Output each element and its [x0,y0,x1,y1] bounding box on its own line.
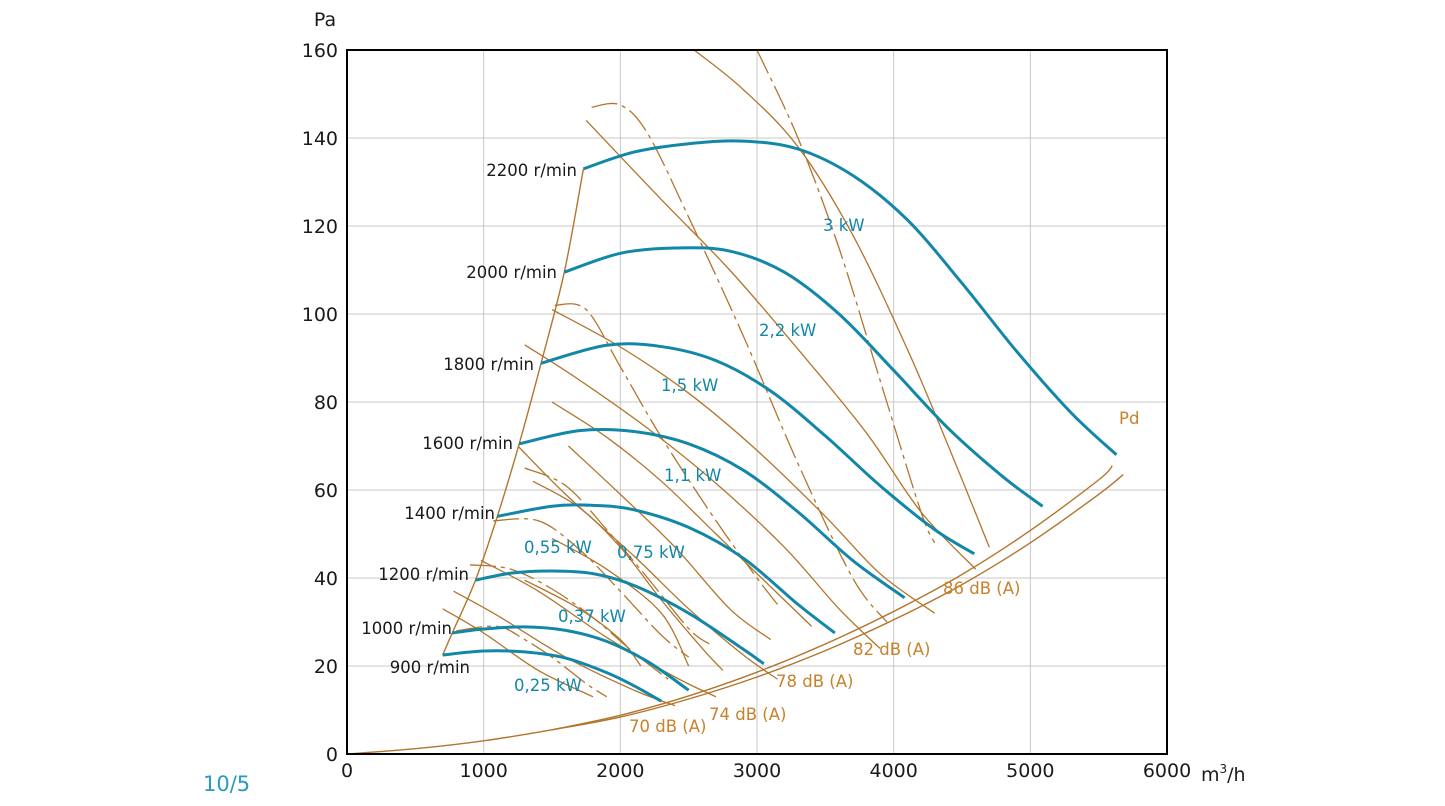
power-line [524,344,881,649]
efficiency-dash-line [456,625,608,698]
speed-label: 1400 r/min [404,504,495,523]
sound-label: 82 dB (A) [853,640,930,659]
y-tick-label: 100 [302,304,338,326]
pd-label: Pd [1119,409,1139,428]
sound-line [567,445,772,641]
y-tick-label: 160 [302,40,338,62]
x-tick-label: 6000 [1143,760,1191,782]
efficiency-dash-line [493,518,690,658]
efficiency-dash-line [756,49,936,544]
x-tick-label: 3000 [733,760,781,782]
power-label: 3 kW [823,216,865,235]
x-tick-label: 5000 [1006,760,1054,782]
efficiency-dash-line [524,467,710,645]
power-line [693,49,990,548]
sound-label: 86 dB (A) [943,579,1020,598]
power-line [517,445,778,680]
sound-label: 78 dB (A) [776,672,853,691]
speed-curve [582,139,1118,456]
sound-line [551,401,813,627]
x-tick-label: 1000 [459,760,507,782]
speed-curve [497,503,836,635]
speed-label: 900 r/min [390,658,470,677]
y-tick-label: 60 [314,480,338,502]
speed-label: 2000 r/min [466,263,557,282]
power-label: 1,1 kW [664,466,721,485]
speed-curve [475,569,765,666]
power-label: 2,2 kW [759,321,816,340]
sound-label: 70 dB (A) [629,717,706,736]
power-line [551,309,936,614]
sound-label: 74 dB (A) [709,705,786,724]
x-tick-label: 0 [341,760,353,782]
x-axis-label: m3/h [1201,762,1246,786]
y-tick-label: 0 [326,744,338,766]
power-label: 0,75 kW [617,543,685,562]
page-number: 10/5 [203,772,251,796]
y-tick-label: 40 [314,568,338,590]
power-line [585,119,977,570]
pd-curve [346,474,1124,755]
pd-outer-curve [551,465,1113,731]
power-label: 0,37 kW [558,607,626,626]
speed-label: 1800 r/min [443,355,534,374]
efficiency-dash-line [469,564,669,680]
speed-curve [540,342,976,556]
efficiency-dash-line [591,102,888,623]
speed-label: 2200 r/min [486,161,577,180]
speed-label: 1600 r/min [422,434,513,453]
speed-curve [518,427,906,600]
y-tick-label: 140 [302,128,338,150]
y-tick-label: 120 [302,216,338,238]
x-tick-label: 4000 [869,760,917,782]
speed-label: 1200 r/min [378,565,469,584]
x-tick-label: 2000 [596,760,644,782]
speed-curve [442,649,663,703]
y-axis-label: Pa [314,9,336,31]
speed-label: 1000 r/min [361,619,452,638]
power-line [480,559,717,698]
speed-curve [563,246,1044,508]
sound-line [551,537,690,667]
power-label: 1,5 kW [661,376,718,395]
speed-curve [452,625,690,692]
power-label: 0,25 kW [514,676,582,695]
y-tick-label: 80 [314,392,338,414]
power-label: 0,55 kW [524,538,592,557]
y-tick-label: 20 [314,656,338,678]
plot-frame [346,49,1168,755]
system-line [442,168,585,656]
